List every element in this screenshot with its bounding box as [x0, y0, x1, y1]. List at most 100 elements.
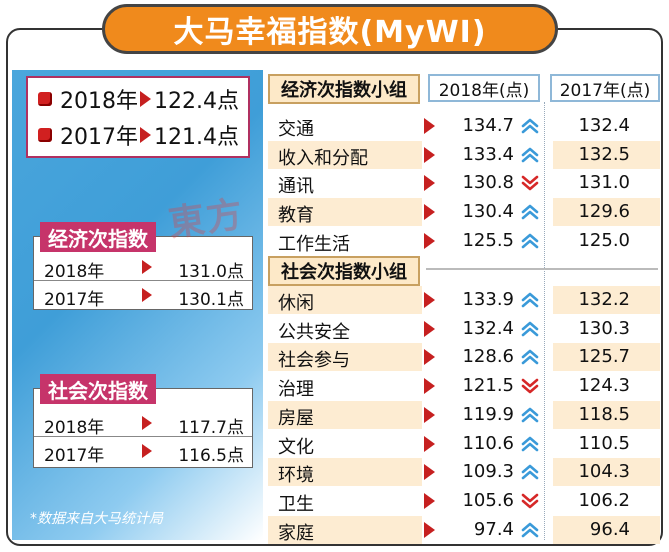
arrow-right-icon [424, 292, 435, 308]
row-bg [553, 515, 660, 544]
column-divider [544, 102, 545, 540]
arrow-right-icon [142, 444, 152, 458]
double-chevron-down-icon [521, 378, 539, 394]
year-label: 2017年 [44, 290, 105, 310]
arrow-right-icon [424, 435, 435, 452]
economic-row-2018: 2018年 131.0点 [34, 253, 252, 282]
value-2018: 134.7 [462, 115, 514, 136]
row-bg [553, 286, 660, 314]
double-chevron-up-icon [521, 407, 539, 423]
double-chevron-up-icon [521, 321, 539, 336]
column-header-2018: 2018年(点) [428, 74, 540, 102]
watermark-logo: 東方 [166, 193, 247, 246]
value-2017: 130.3 [578, 317, 630, 339]
value-2018: 128.6 [462, 346, 514, 368]
group-header-social: 社会次指数小组 [268, 256, 420, 286]
table-row: 社会参与 128.6 125.7 [268, 343, 660, 372]
row-bg [268, 515, 422, 544]
row-bg [553, 140, 660, 169]
table-row: 文化 110.6 110.5 [268, 430, 660, 458]
index-value: 116.5点 [178, 446, 244, 466]
indicator-name: 文化 [278, 436, 314, 458]
arrow-right-icon [424, 204, 435, 221]
indicator-name: 房屋 [278, 407, 314, 429]
double-chevron-up-icon [521, 233, 539, 249]
row-bg [553, 458, 660, 487]
economic-index-label: 经济次指数 [40, 222, 156, 252]
table-row: 收入和分配 133.4 132.5 [268, 140, 660, 169]
social-row-2017: 2017年 116.5点 [34, 437, 252, 466]
value-2018: 132.4 [462, 317, 514, 339]
arrow-right-icon [424, 320, 435, 337]
row-bg [553, 400, 660, 429]
indicator-name: 工作生活 [278, 233, 350, 255]
page-title: 大马幸福指数(MyWI) [102, 4, 558, 54]
bullet-icon [38, 128, 52, 142]
value-2018: 110.6 [462, 432, 514, 454]
value-2017: 104.3 [578, 461, 630, 483]
value-2017: 110.5 [578, 432, 630, 454]
group-header-economic: 经济次指数小组 [268, 74, 420, 104]
social-index-label: 社会次指数 [40, 374, 156, 404]
source-footnote: *数据来自大马统计局 [30, 511, 163, 527]
indicator-name: 休闲 [278, 293, 314, 314]
double-chevron-up-icon [521, 522, 539, 537]
value-2018: 133.4 [462, 143, 514, 165]
indicator-name: 交通 [278, 119, 314, 140]
table-row: 环境 109.3 104.3 [268, 458, 660, 487]
indicator-name: 公共安全 [278, 321, 350, 343]
table-row: 公共安全 132.4 130.3 [268, 315, 660, 343]
value-2017: 106.2 [578, 489, 630, 511]
arrow-right-icon [142, 416, 152, 430]
arrow-right-icon [142, 260, 152, 274]
year-label: 2017年 [44, 446, 105, 466]
table-row: 房屋 119.9 118.5 [268, 400, 660, 429]
double-chevron-up-icon [521, 436, 539, 451]
indicator-name: 社会参与 [278, 350, 350, 372]
value-2018: 121.5 [462, 375, 514, 397]
year-label: 2018年 [44, 262, 105, 282]
value-2017: 124.3 [578, 375, 630, 397]
indicator-name: 收入和分配 [278, 147, 368, 169]
indicator-name: 教育 [278, 205, 314, 227]
arrow-right-icon [424, 521, 435, 538]
economic-row-2017: 2017年 130.1点 [34, 281, 252, 310]
indicator-name: 家庭 [278, 522, 314, 544]
arrow-right-icon [424, 349, 435, 366]
arrow-right-icon [424, 146, 435, 163]
year-label: 2018年 [44, 418, 105, 438]
table-row: 工作生活 125.5 125.0 [268, 227, 660, 255]
arrow-right-icon [424, 492, 435, 509]
table-row: 家庭 97.4 96.4 [268, 515, 660, 544]
overall-value: 122.4点 [154, 89, 239, 114]
indicator-name: 治理 [278, 379, 314, 401]
indicator-name: 通讯 [278, 176, 314, 198]
row-bg [553, 343, 660, 372]
index-value: 117.7点 [178, 418, 244, 438]
arrow-right-icon [140, 91, 151, 107]
row-bg [268, 343, 422, 372]
value-2018: 97.4 [473, 518, 514, 540]
value-2018: 109.3 [462, 461, 514, 483]
value-2018: 130.8 [462, 172, 514, 194]
arrow-right-icon [140, 127, 151, 143]
value-2017: 129.6 [578, 201, 630, 223]
value-2018: 125.5 [462, 229, 514, 251]
value-2017: 131.0 [578, 172, 630, 194]
double-chevron-up-icon [521, 147, 539, 162]
arrow-right-icon [424, 378, 435, 395]
value-2017: 132.2 [578, 289, 630, 310]
indicator-name: 环境 [278, 465, 314, 487]
row-bg [268, 458, 422, 487]
value-2017: 132.5 [578, 143, 630, 165]
overall-value: 121.4点 [154, 125, 239, 150]
social-index-box: 2018年 117.7点 2017年 116.5点 [33, 388, 253, 468]
double-chevron-down-icon [521, 176, 539, 191]
double-chevron-up-icon [521, 292, 539, 308]
row-bg [268, 400, 422, 429]
value-2017: 96.4 [589, 518, 630, 540]
value-2017: 125.7 [578, 346, 630, 368]
value-2017: 132.4 [578, 115, 630, 136]
group-divider [426, 268, 658, 270]
overall-year: 2017年 [60, 125, 138, 150]
